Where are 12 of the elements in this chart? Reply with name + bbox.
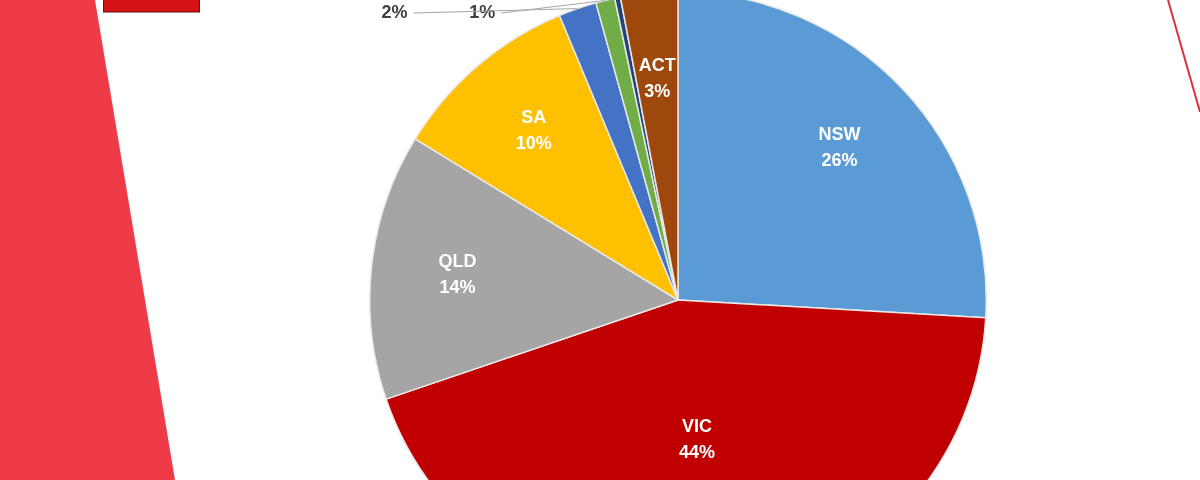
data-label: 3% [644, 81, 671, 102]
slice-label: QLD [438, 251, 477, 272]
data-label: 14% [439, 277, 476, 298]
data-label: 44% [679, 442, 716, 463]
slice-label: VIC [682, 416, 713, 437]
slice-label: NSW [818, 123, 861, 144]
slice-label: ACT [638, 55, 676, 76]
slice-label: SA [521, 107, 547, 128]
data-label: 10% [515, 133, 552, 154]
data-label: 26% [821, 149, 858, 170]
data-label: 2% [381, 1, 408, 22]
data-label: 1% [469, 1, 496, 22]
